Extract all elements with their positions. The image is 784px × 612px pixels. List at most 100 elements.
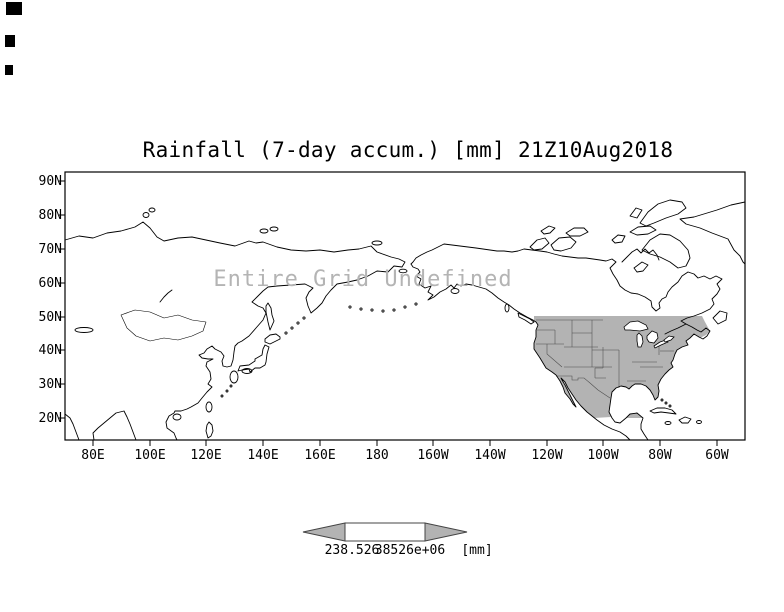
aleutian-islands — [348, 302, 418, 313]
st-lawrence-river — [664, 323, 687, 335]
lat-tick-label: 30N — [39, 377, 62, 392]
great-lakes — [623, 320, 675, 349]
island-cuba — [649, 407, 677, 415]
lon-tick-label: 180 — [365, 448, 388, 463]
island-hainan — [172, 413, 182, 421]
island-hokkaido — [264, 333, 281, 345]
lake-ontario — [663, 335, 675, 343]
lat-tick-label: 40N — [39, 343, 62, 358]
lat-tick-label: 50N — [39, 310, 62, 325]
island-wrangel — [371, 240, 383, 246]
st-lawrence-island — [398, 268, 408, 274]
lon-tick-label: 60W — [705, 448, 729, 463]
island-kyushu — [229, 370, 239, 384]
coastlines — [64, 199, 746, 441]
lon-tick-label: 120E — [190, 448, 221, 463]
colorbar-label-left: 238.526 — [325, 543, 380, 558]
kuril-islands — [284, 316, 306, 335]
lon-tickmarks — [92, 440, 718, 446]
undefined-grid-notice: Entire Grid Undefined — [213, 267, 512, 292]
lon-tick-label: 80W — [648, 448, 672, 463]
bahamas — [660, 398, 672, 408]
lake-huron — [646, 330, 659, 344]
island-shikoku — [241, 368, 253, 374]
lake-balkhash — [74, 327, 94, 333]
island-newfoundland — [712, 310, 728, 325]
island-baffin — [641, 233, 691, 269]
colorbar-body — [344, 522, 426, 542]
ryukyu-islands — [220, 384, 233, 398]
lat-axis: 90N 80N 70N 60N 50N 40N 30N 20N — [39, 174, 62, 426]
lon-tick-label: 100E — [134, 448, 165, 463]
island-banks — [529, 237, 550, 251]
coastline-na-west — [410, 263, 631, 441]
island-haida-gwaii — [504, 303, 510, 313]
state-borders — [536, 319, 674, 399]
lat-tickmarks — [59, 180, 65, 419]
island-victoria — [550, 236, 577, 252]
severnaya-zemlya-1 — [142, 212, 150, 218]
lon-tick-label: 160W — [417, 448, 448, 463]
island-hispaniola — [678, 416, 692, 424]
lake-baikal — [159, 289, 173, 303]
island-taiwan — [205, 401, 213, 413]
island-ellesmere — [639, 199, 687, 227]
island-somerset — [611, 234, 626, 244]
lon-tick-label: 140W — [474, 448, 505, 463]
coastline-greenland — [679, 201, 746, 265]
island-puerto-rico — [696, 420, 702, 424]
plot-frame-group — [59, 171, 746, 446]
lat-tick-label: 70N — [39, 242, 62, 257]
lon-tick-label: 80E — [81, 448, 104, 463]
lon-tick-label: 120W — [531, 448, 562, 463]
coastline-eurasia — [64, 221, 406, 441]
lon-tick-label: 100W — [587, 448, 618, 463]
lake-erie — [653, 339, 669, 349]
colorbar: 238.526 38526e+06 [mm] — [302, 522, 493, 558]
island-kodiak — [450, 288, 460, 294]
lon-tick-label: 140E — [247, 448, 278, 463]
screen-artifact-2 — [5, 35, 15, 47]
boothia-melville-peninsulas — [621, 248, 660, 263]
island-prince-patrick — [540, 225, 556, 235]
plot-frame — [64, 171, 746, 441]
island-axel-heiberg — [629, 207, 643, 219]
lake-superior — [623, 320, 649, 332]
lon-axis: 80E 100E 120E 140E 160E 180 160W 140W 12… — [81, 448, 729, 463]
coastline-india-west — [64, 413, 80, 441]
new-siberian-islands-1 — [259, 228, 269, 234]
lat-tick-label: 20N — [39, 411, 62, 426]
conus-mexico-shade — [534, 316, 710, 418]
new-siberian-islands-2 — [269, 226, 279, 232]
shaded-land-region — [534, 316, 710, 418]
island-devon — [629, 225, 657, 236]
canadian-arctic-islands — [529, 199, 691, 273]
island-southampton — [633, 261, 649, 273]
island-jamaica — [664, 421, 672, 425]
screen-artifacts — [5, 2, 22, 75]
island-melville — [565, 227, 589, 237]
lat-tick-label: 60N — [39, 276, 62, 291]
us-mexico-border — [556, 375, 611, 399]
colorbar-left-arrow — [302, 522, 346, 542]
colorbar-units-label: [mm] — [461, 543, 492, 558]
lon-tick-label: 160E — [304, 448, 335, 463]
screen-artifact-3 — [5, 65, 13, 75]
border-mongolia — [120, 309, 207, 342]
lat-tick-label: 90N — [39, 174, 62, 189]
colorbar-label-right: 38526e+06 — [375, 543, 445, 558]
coastline-na-east — [410, 243, 723, 441]
island-luzon — [205, 421, 214, 439]
coastline-bay-of-bengal — [92, 410, 137, 441]
island-honshu — [237, 344, 270, 373]
screen-artifact-1 — [6, 2, 22, 15]
island-sakhalin — [265, 302, 275, 331]
island-vancouver — [517, 312, 535, 325]
plot-title: Rainfall (7-day accum.) [mm] 21Z10Aug201… — [143, 138, 674, 162]
lake-michigan — [636, 332, 644, 348]
severnaya-zemlya-2 — [148, 207, 156, 213]
lat-tick-label: 80N — [39, 208, 62, 223]
colorbar-right-arrow — [424, 522, 468, 542]
